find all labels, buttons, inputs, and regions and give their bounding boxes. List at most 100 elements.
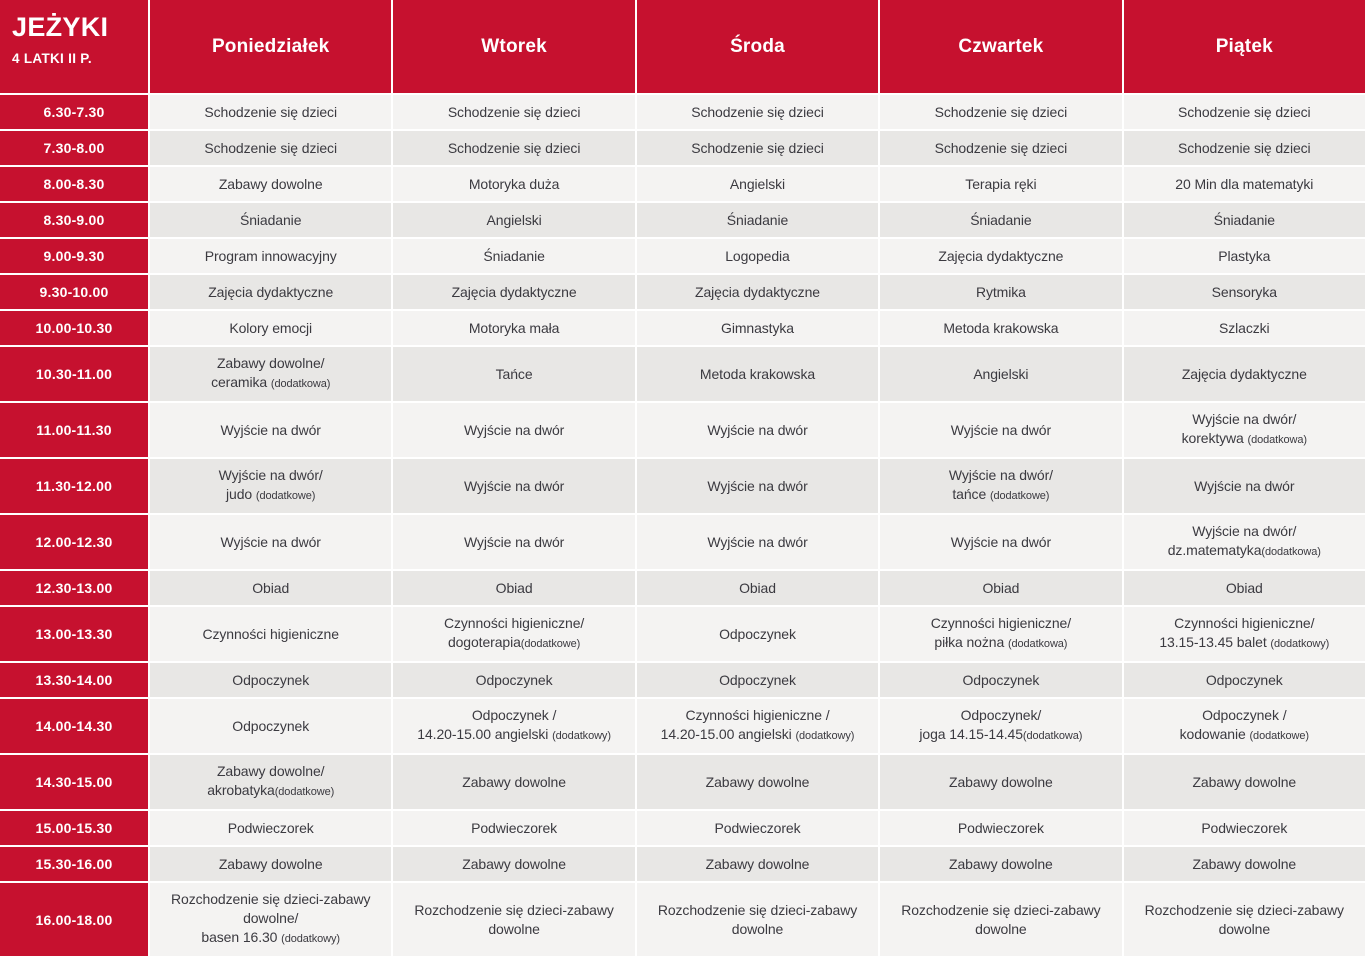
activity-label: Wyjście na dwór xyxy=(463,421,565,438)
schedule-cell: Śniadanie xyxy=(1123,203,1365,237)
activity-label: Odpoczynek xyxy=(719,625,796,642)
schedule-cell: Wyjście na dwór xyxy=(150,403,392,457)
activity-label: Odpoczynek/ xyxy=(960,707,1042,723)
schedule-cell: Schodzenie się dzieci xyxy=(880,95,1122,129)
activity-label: Zabawy dowolne xyxy=(949,773,1053,790)
activity-label: Wyjście na dwór xyxy=(1194,477,1295,494)
schedule-cell: Szlaczki xyxy=(1123,311,1365,345)
schedule-cell: Śniadanie xyxy=(150,203,392,237)
activity-label: Czynności higieniczne/ xyxy=(443,615,585,631)
group-header-cell: JEŻYKI 4 LATKI II P. xyxy=(0,0,148,93)
time-cell: 13.00-13.30 xyxy=(0,607,148,661)
activity-label: Kolory emocji xyxy=(229,319,313,336)
activity-label: Wyjście na dwór xyxy=(707,477,808,494)
day-header-wednesday: Środa xyxy=(636,0,879,93)
schedule-cell: Schodzenie się dzieci xyxy=(150,131,392,165)
extra-activity-note: (dodatkowe) xyxy=(274,786,335,798)
time-cell: 9.00-9.30 xyxy=(0,239,148,273)
activity-label: Zabawy dowolne xyxy=(705,773,810,790)
schedule-cell: Zabawy dowolne xyxy=(636,847,879,881)
activity-label: tańce (dodatkowe) xyxy=(952,486,1050,502)
schedule-cell: Odpoczynek xyxy=(150,699,392,753)
activity-label: Motoryka duża xyxy=(468,175,560,192)
activity-label: Obiad xyxy=(739,579,776,596)
schedule-cell: Podwieczorek xyxy=(393,811,635,845)
schedule-cell: Wyjście na dwór xyxy=(393,459,635,513)
schedule-cell: Zabawy dowolne/ceramika (dodatkowa) xyxy=(150,347,392,401)
activity-label: Śniadanie xyxy=(726,211,789,228)
activity-label: Rozchodzenie się dzieci-zabawy dowolne xyxy=(901,901,1101,937)
time-cell: 11.00-11.30 xyxy=(0,403,148,457)
schedule-cell: Wyjście na dwór xyxy=(636,459,879,513)
extra-activity-note: (dodatkowe) xyxy=(520,638,581,650)
schedule-cell: Odpoczynek xyxy=(1123,663,1365,697)
activity-label: Rozchodzenie się dzieci-zabawy dowolne xyxy=(1144,901,1344,937)
time-cell: 11.30-12.00 xyxy=(0,459,148,513)
schedule-cell: Zabawy dowolne xyxy=(393,755,635,809)
schedule-cell: Metoda krakowska xyxy=(880,311,1122,345)
schedule-cell: Podwieczorek xyxy=(636,811,879,845)
extra-activity-note: (dodatkowy) xyxy=(552,730,611,742)
schedule-cell: Metoda krakowska xyxy=(636,347,879,401)
activity-label: Zajęcia dydaktyczne xyxy=(1181,365,1307,382)
schedule-cell: Zabawy dowolne xyxy=(880,847,1122,881)
activity-label: Metoda krakowska xyxy=(699,365,816,382)
activity-label: Metoda krakowska xyxy=(943,319,1059,336)
activity-label: Schodzenie się dzieci xyxy=(1178,103,1311,120)
activity-label: Zabawy dowolne xyxy=(1192,773,1297,790)
schedule-cell: Obiad xyxy=(636,571,879,605)
schedule-cell: Wyjście na dwór xyxy=(393,515,635,569)
schedule-cell: Zabawy dowolne/akrobatyka(dodatkowe) xyxy=(150,755,392,809)
extra-activity-note: (dodatkowe) xyxy=(989,490,1050,502)
activity-label: judo (dodatkowe) xyxy=(226,486,316,502)
activity-label: Wyjście na dwór xyxy=(463,533,565,550)
schedule-cell: Zabawy dowolne xyxy=(636,755,879,809)
schedule-cell: Zajęcia dydaktyczne xyxy=(150,275,392,309)
schedule-cell: Rozchodzenie się dzieci-zabawy dowolne xyxy=(393,883,635,956)
activity-label: Angielski xyxy=(729,175,786,192)
activity-label: Śniadanie xyxy=(1213,211,1275,228)
activity-label: Wyjście na dwór/ xyxy=(948,467,1053,483)
activity-label: Zabawy dowolne xyxy=(218,855,323,872)
activity-label: Wyjście na dwór xyxy=(220,533,321,550)
extra-activity-note: (dodatkowa) xyxy=(1261,546,1321,558)
activity-label: Wyjście na dwór xyxy=(950,421,1052,438)
group-subtitle: 4 LATKI II P. xyxy=(12,51,92,66)
schedule-cell: Wyjście na dwór/judo (dodatkowe) xyxy=(150,459,392,513)
schedule-cell: Obiad xyxy=(880,571,1122,605)
schedule-cell: Wyjście na dwór xyxy=(1123,459,1365,513)
activity-label: Tańce xyxy=(495,365,533,382)
activity-label: joga 14.15-14.45(dodatkowa) xyxy=(919,726,1083,742)
group-title: JEŻYKI xyxy=(12,12,109,42)
schedule-cell: Rozchodzenie się dzieci-zabawy dowolne xyxy=(880,883,1122,956)
activity-label: Zabawy dowolne xyxy=(218,175,323,192)
activity-label: Zabawy dowolne xyxy=(462,855,566,872)
schedule-cell: Zabawy dowolne xyxy=(393,847,635,881)
schedule-cell: Schodzenie się dzieci xyxy=(393,131,635,165)
activity-label: Odpoczynek / xyxy=(471,707,557,723)
schedule-cell: 20 Min dla matematyki xyxy=(1123,167,1365,201)
schedule-cell: Zabawy dowolne xyxy=(150,167,392,201)
activity-label: Odpoczynek / xyxy=(1202,707,1287,723)
activity-label: Logopedia xyxy=(725,247,790,264)
time-cell: 16.00-18.00 xyxy=(0,883,148,956)
schedule-cell: Wyjście na dwór/korektywa (dodatkowa) xyxy=(1123,403,1365,457)
activity-label: Odpoczynek xyxy=(1205,671,1283,688)
activity-label: Motoryka mała xyxy=(468,319,560,336)
activity-label: Wyjście na dwór/ xyxy=(1192,411,1297,427)
time-cell: 9.30-10.00 xyxy=(0,275,148,309)
schedule-cell: Podwieczorek xyxy=(1123,811,1365,845)
schedule-cell: Obiad xyxy=(150,571,392,605)
schedule-cell: Odpoczynek / kodowanie (dodatkowe) xyxy=(1123,699,1365,753)
extra-activity-note: (dodatkowe) xyxy=(1249,730,1309,742)
time-cell: 10.00-10.30 xyxy=(0,311,148,345)
schedule-cell: Gimnastyka xyxy=(636,311,879,345)
activity-label: Schodzenie się dzieci xyxy=(204,103,337,120)
extra-activity-note: (dodatkowe) xyxy=(255,490,316,502)
schedule-cell: Wyjście na dwór xyxy=(880,403,1122,457)
activity-label: Rozchodzenie się dzieci-zabawy dowolne/ xyxy=(171,891,371,926)
schedule-cell: Zajęcia dydaktyczne xyxy=(393,275,635,309)
day-header-tuesday: Wtorek xyxy=(393,0,635,93)
activity-label: Rozchodzenie się dzieci-zabawy dowolne xyxy=(657,901,858,937)
